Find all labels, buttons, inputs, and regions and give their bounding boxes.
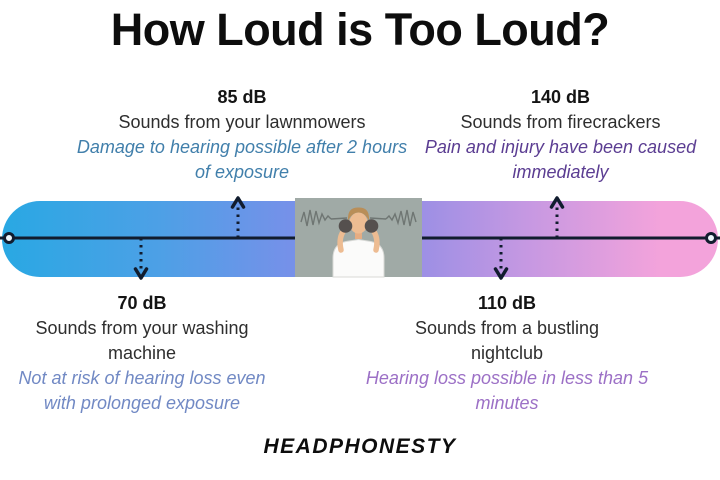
arrow-up-85db (230, 196, 246, 238)
db-value: 110 dB (477, 293, 537, 313)
person-hair (347, 207, 370, 221)
person-right-hand (364, 219, 379, 233)
arrow-up-140db (549, 196, 565, 238)
arrow-down-70db (133, 238, 149, 280)
person-left-hand (338, 219, 353, 233)
scale-left-endpoint (3, 232, 15, 244)
db-value: 140 dB (530, 87, 591, 107)
sound-wave-left-icon (300, 209, 348, 227)
risk-note: Pain and injury have been caused immedia… (424, 137, 697, 182)
sound-source-label: Sounds from your washing machine (35, 318, 249, 363)
db-value: 85 dB (217, 87, 267, 107)
sound-source-label: Sounds from your lawnmowers (118, 112, 366, 132)
person-face (349, 212, 368, 234)
risk-note: Not at risk of hearing loss even with pr… (18, 368, 266, 413)
person-shirt (332, 238, 385, 278)
scale-right-endpoint (705, 232, 717, 244)
db-point-85-block: 85 dB Sounds from your lawnmowers Damage… (67, 85, 417, 185)
db-point-140-block: 140 dB Sounds from firecrackers Pain and… (408, 85, 713, 185)
page-title: How Loud is Too Loud? (110, 4, 610, 55)
db-point-110-block: 110 dB Sounds from a bustling nightclub … (352, 291, 662, 416)
risk-note: Damage to hearing possible after 2 hours… (76, 137, 408, 182)
scale-overlay (0, 196, 720, 280)
brand-logo-text: HEADPHONESTY (263, 435, 457, 458)
person-covering-ears-illustration (295, 198, 422, 278)
sound-source-label: Sounds from a bustling nightclub (414, 318, 600, 363)
sound-source-label: Sounds from firecrackers (460, 112, 661, 132)
risk-note: Hearing loss possible in less than 5 min… (365, 368, 649, 413)
sound-wave-right-icon (369, 209, 417, 227)
db-point-70-block: 70 dB Sounds from your washing machine N… (1, 291, 283, 416)
db-value: 70 dB (117, 293, 167, 313)
arrow-down-110db (493, 238, 509, 280)
person-neck (355, 231, 362, 239)
